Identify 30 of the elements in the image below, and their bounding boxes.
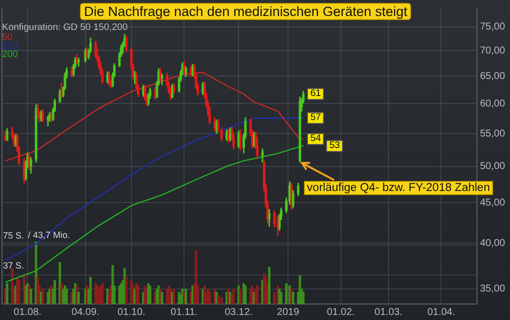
x-tick-label: 01.04. [427,306,456,318]
y-tick-label: 40,00 [480,238,506,249]
y-tick-label: 65,00 [480,70,506,82]
x-tick-label: 03.12. [224,306,253,318]
x-tick-label: 01.11. [170,306,198,318]
annotation: 57 [307,112,324,124]
chart-title: Die Nachfrage nach den medizinischen Geräten steigt [80,3,412,20]
y2-tick-label: 75 S. [3,230,24,240]
y-tick-label: 55,00 [480,128,506,140]
y-tick-label: 60,00 [480,98,506,110]
y-tick-label: 70,00 [480,45,506,56]
text: 150 [2,40,18,52]
y-tick-label: 75,00 [480,22,506,33]
x-tick-label: 01.02. [326,306,355,318]
x-tick-label: 2019 [276,306,300,318]
x-tick-label: 04.09. [72,306,100,318]
y2-tick-label: 37 S. [3,260,24,270]
text: 50 [2,32,13,43]
annotation: 54 [307,133,324,146]
annotation: vorläufige Q4- bzw. FY-2018 Zahlen [304,180,493,195]
annotation: Konfiguration: GD 50 150,200 [2,22,128,33]
y-tick-label: 45,00 [480,197,506,208]
text: 200 [2,49,18,60]
y-tick-label: 50,00 [480,161,506,172]
x-tick-label: 01.08. [14,306,42,318]
annotation: 53 [326,140,343,152]
y-tick-label: 35,00 [480,284,506,295]
annotation: 61 [307,88,324,100]
x-tick-label: 01.10. [117,306,146,318]
x-tick-label: 01.03. [374,306,402,318]
